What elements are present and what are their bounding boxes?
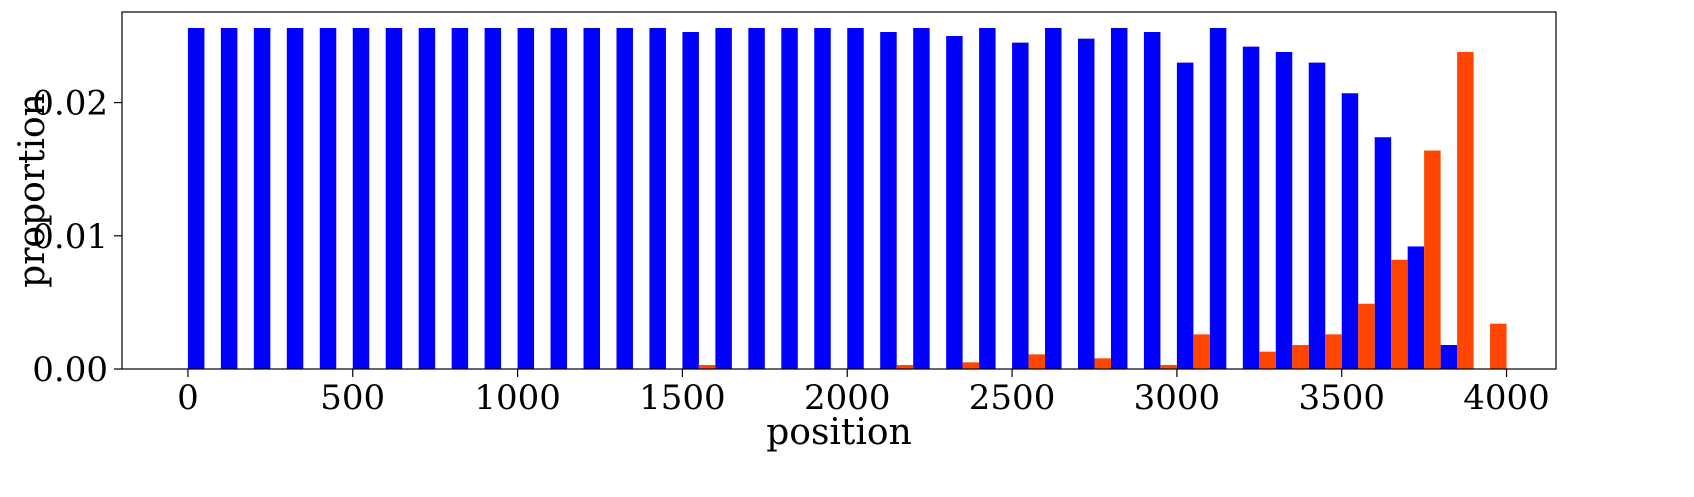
bar-blue-900 (484, 27, 502, 369)
y-tick-label: 0.00 (32, 350, 108, 390)
bar-blue-100 (220, 27, 238, 369)
bar-blue-1300 (616, 27, 633, 369)
bar-orange-3800 (1457, 51, 1474, 370)
bar-orange-3300 (1292, 345, 1309, 369)
bar-blue-800 (451, 27, 469, 369)
y-tick-label: 0.02 (32, 84, 108, 124)
bar-blue-2100 (880, 31, 897, 369)
bar-orange-2100 (896, 365, 914, 369)
bar-blue-3500 (1341, 93, 1359, 370)
bar-blue-1500 (682, 31, 699, 369)
bar-blue-2200 (913, 27, 930, 369)
bar-orange-3500 (1358, 303, 1375, 369)
bar-blue-3600 (1374, 137, 1392, 369)
x-tick-label: 4000 (1463, 378, 1550, 418)
y-axis-ticks: 0.00 0.01 0.02 (32, 84, 122, 390)
plot-frame (121, 11, 1557, 370)
bar-blue-3800 (1440, 345, 1458, 369)
bar-orange-2700 (1094, 358, 1111, 369)
y-tick-label: 0.01 (32, 217, 108, 257)
bar-blue-1600 (715, 27, 732, 369)
bars-group (187, 27, 1507, 370)
x-tick-label: 2000 (804, 378, 891, 418)
bar-blue-3400 (1308, 62, 1326, 369)
bar-blue-1400 (649, 27, 666, 369)
bar-blue-400 (319, 27, 337, 369)
bar-blue-3700 (1407, 246, 1425, 369)
bar-blue-2500 (1012, 42, 1029, 369)
bar-blue-700 (418, 27, 436, 369)
bar-blue-200 (253, 27, 271, 369)
bar-orange-3200 (1259, 351, 1276, 369)
bar-orange-2500 (1028, 354, 1046, 369)
bar-blue-3100 (1209, 27, 1227, 369)
bar-blue-2400 (979, 27, 996, 369)
bar-blue-2000 (847, 27, 864, 369)
bar-blue-2600 (1045, 27, 1062, 369)
x-tick-label: 2500 (969, 378, 1056, 418)
bar-blue-2800 (1110, 27, 1128, 369)
bar-blue-1800 (781, 27, 798, 369)
x-axis-title: position (766, 412, 912, 453)
bar-blue-1000 (517, 27, 535, 369)
bar-blue-1900 (814, 27, 831, 369)
x-tick-label: 500 (320, 378, 385, 418)
bar-blue-500 (352, 27, 370, 369)
bar-orange-3700 (1424, 150, 1441, 369)
bar-blue-2900 (1143, 31, 1161, 369)
bar-blue-2300 (946, 35, 963, 370)
x-tick-label: 3500 (1298, 378, 1385, 418)
bar-blue-3300 (1275, 51, 1293, 370)
x-tick-label: 3000 (1134, 378, 1221, 418)
bar-orange-3000 (1193, 334, 1210, 369)
x-tick-label: 1000 (474, 378, 561, 418)
bar-blue-0 (187, 27, 205, 369)
bar-orange-3600 (1391, 259, 1408, 369)
bar-blue-600 (385, 27, 403, 369)
x-tick-label: 1500 (639, 378, 726, 418)
x-tick-label: 0 (177, 378, 199, 418)
x-axis-ticks: 0 500 1000 1500 2000 2500 3000 3500 4000 (177, 369, 1550, 418)
bar-blue-1700 (748, 27, 765, 369)
bar-orange-2900 (1160, 365, 1177, 369)
bar-blue-3000 (1176, 62, 1194, 369)
bar-orange-3900 (1490, 323, 1507, 369)
bar-blue-3200 (1242, 46, 1260, 369)
bar-blue-1100 (550, 27, 568, 369)
bar-blue-1200 (583, 27, 600, 369)
bar-orange-1500 (698, 365, 716, 369)
y-axis-title: proportion (12, 93, 53, 288)
bar-blue-300 (286, 27, 304, 369)
bar-blue-2700 (1078, 38, 1095, 370)
bar-orange-2300 (962, 362, 980, 369)
bar-orange-3400 (1325, 334, 1342, 369)
